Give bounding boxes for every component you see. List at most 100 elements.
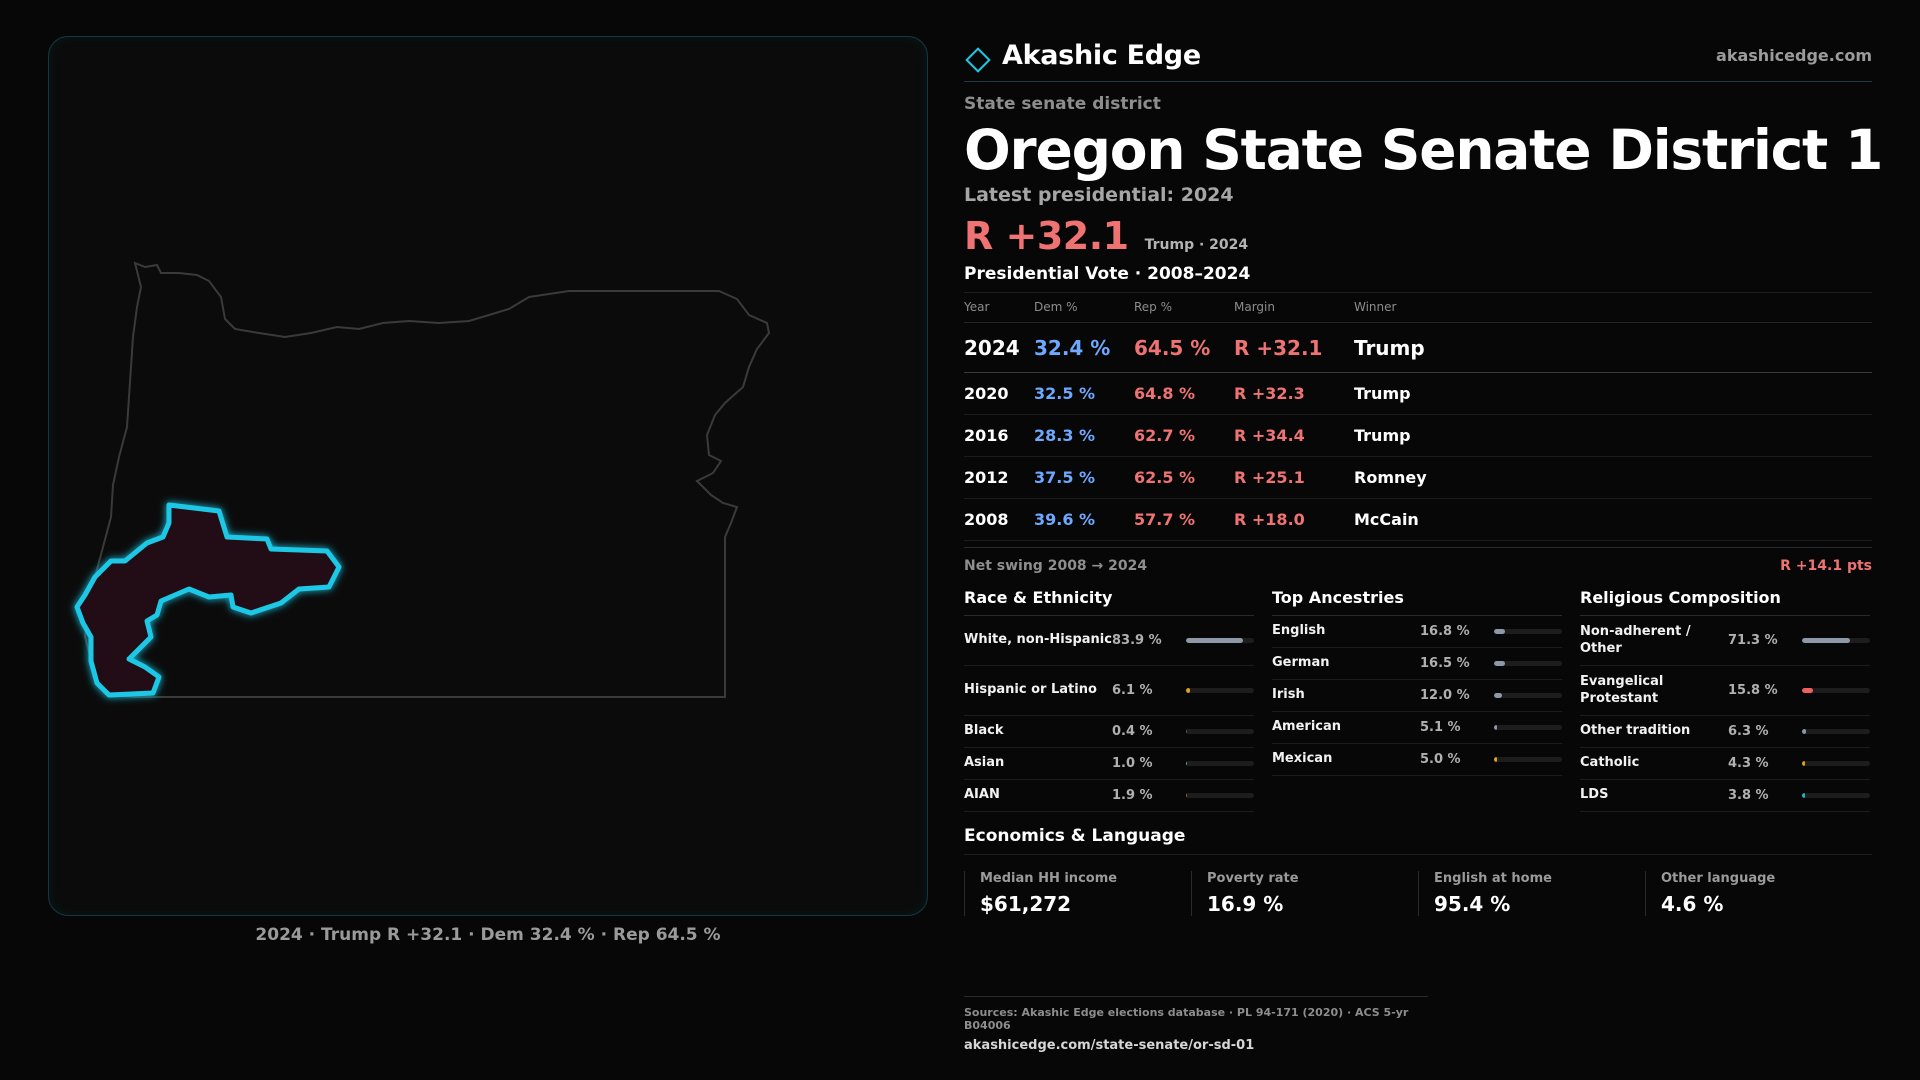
demo-bar-fill	[1186, 793, 1188, 799]
demo-bar-fill	[1494, 661, 1506, 667]
demo-label: AIAN	[964, 787, 1000, 803]
demo-bar-fill	[1186, 638, 1244, 644]
demo-value: 5.1 %	[1420, 720, 1461, 736]
cell-winner: Trump	[1354, 372, 1872, 416]
demo-item: Hispanic or Latino 6.1 %	[964, 666, 1254, 717]
headline-margin: R +32.1 Trump · 2024	[964, 214, 1872, 258]
page-title: Oregon State Senate District 1	[964, 118, 1883, 182]
demo-item: Catholic 4.3 %	[1580, 748, 1870, 781]
demo-item: Black 0.4 %	[964, 716, 1254, 749]
demo-value: 4.3 %	[1728, 756, 1769, 772]
demo-bar	[1494, 725, 1562, 731]
econ-label: Other language	[1661, 871, 1776, 887]
econ-stat: Other language 4.6 %	[1645, 871, 1872, 917]
demo-value: 5.0 %	[1420, 752, 1461, 768]
demo-value: 15.8 %	[1728, 683, 1778, 699]
demo-value: 6.3 %	[1728, 724, 1769, 740]
econ-value: 16.9 %	[1207, 892, 1284, 917]
demo-bar	[1494, 693, 1562, 699]
brand-name: Akashic Edge	[1002, 40, 1201, 71]
demo-item: Other tradition 6.3 %	[1580, 716, 1870, 749]
demo-bar-fill	[1494, 629, 1506, 635]
econ-label: English at home	[1434, 871, 1552, 887]
race-title: Race & Ethnicity	[964, 588, 1254, 617]
demo-label: Black	[964, 723, 1004, 739]
demo-label: Irish	[1272, 687, 1305, 703]
district-map[interactable]	[48, 36, 928, 916]
econ-stat: Poverty rate 16.9 %	[1191, 871, 1418, 917]
net-swing: Net swing 2008 → 2024 R +14.1 pts	[964, 547, 1872, 574]
cell-year: 2016	[964, 414, 1034, 458]
col-margin: Margin	[1234, 292, 1354, 324]
sources-footer: Sources: Akashic Edge elections database…	[964, 996, 1428, 1053]
demo-value: 6.1 %	[1112, 683, 1153, 699]
demo-item: German 16.5 %	[1272, 648, 1562, 681]
demo-value: 0.4 %	[1112, 724, 1153, 740]
demo-bar-fill	[1802, 638, 1851, 644]
cell-year: 2020	[964, 372, 1034, 416]
demo-item: Mexican 5.0 %	[1272, 744, 1562, 777]
demo-label: American	[1272, 719, 1342, 735]
map-svg	[74, 261, 771, 698]
cell-year: 2012	[964, 456, 1034, 500]
religion-title: Religious Composition	[1580, 588, 1870, 617]
demo-bar	[1186, 729, 1254, 735]
brand[interactable]: Akashic Edge	[964, 40, 1201, 73]
cell-year: 2024	[964, 322, 1034, 374]
latest-presidential: Latest presidential: 2024	[964, 183, 1234, 206]
sources-url[interactable]: akashicedge.com/state-senate/or-sd-01	[964, 1038, 1255, 1053]
demo-label: Evangelical Protestant	[1580, 674, 1664, 706]
table-row: 2016 28.3 % 62.7 % R +34.4 Trump	[964, 414, 1872, 458]
economics-title: Economics & Language	[964, 826, 1872, 856]
margin-value: R +32.1	[964, 213, 1129, 258]
demo-item: AIAN 1.9 %	[964, 780, 1254, 813]
econ-label: Poverty rate	[1207, 871, 1299, 887]
econ-stat: English at home 95.4 %	[1418, 871, 1645, 917]
demo-value: 16.8 %	[1420, 624, 1470, 640]
demo-value: 1.0 %	[1112, 756, 1153, 772]
demo-label: Mexican	[1272, 751, 1333, 767]
demo-value: 3.8 %	[1728, 788, 1769, 804]
cell-rep: 64.5 %	[1134, 322, 1234, 374]
demo-value: 16.5 %	[1420, 656, 1470, 672]
col-rep: Rep %	[1134, 292, 1234, 324]
cell-dem: 37.5 %	[1034, 456, 1134, 500]
econ-value: $61,272	[980, 892, 1072, 917]
cell-winner: Trump	[1354, 414, 1872, 458]
col-winner: Winner	[1354, 292, 1872, 324]
table-row: 2012 37.5 % 62.5 % R +25.1 Romney	[964, 456, 1872, 500]
ancestry-section: Top Ancestries English 16.8 % German 16.5 %…	[1272, 588, 1562, 812]
demo-value: 83.9 %	[1112, 633, 1162, 649]
col-dem: Dem %	[1034, 292, 1134, 324]
info-panel: Akashic Edge akashicedge.com State senat…	[964, 36, 1883, 917]
district-type: State senate district	[964, 94, 1161, 114]
district-shape[interactable]	[74, 502, 342, 698]
demo-label: Asian	[964, 755, 1005, 771]
cell-margin: R +25.1	[1234, 456, 1354, 500]
cell-dem: 39.6 %	[1034, 498, 1134, 542]
diamond-logo-icon	[965, 46, 991, 73]
swing-label: Net swing 2008 → 2024	[964, 558, 1148, 575]
demo-bar-fill	[1802, 688, 1813, 694]
cell-rep: 57.7 %	[1134, 498, 1234, 542]
demo-label: White, non-Hispanic	[964, 632, 1112, 648]
cell-margin: R +32.3	[1234, 372, 1354, 416]
demo-bar-fill	[1186, 729, 1188, 735]
cell-rep: 64.8 %	[1134, 372, 1234, 416]
demo-bar-fill	[1494, 757, 1498, 763]
demo-label: Non-adherent / Other	[1580, 624, 1691, 656]
cell-margin: R +32.1	[1234, 322, 1354, 374]
cell-dem: 32.5 %	[1034, 372, 1134, 416]
demo-item: LDS 3.8 %	[1580, 780, 1870, 813]
demo-item: Irish 12.0 %	[1272, 680, 1562, 713]
cell-dem: 28.3 %	[1034, 414, 1134, 458]
demo-label: Other tradition	[1580, 723, 1691, 739]
brand-url[interactable]: akashicedge.com	[1716, 46, 1872, 65]
cell-dem: 32.4 %	[1034, 322, 1134, 374]
cell-rep: 62.5 %	[1134, 456, 1234, 500]
demo-bar	[1494, 757, 1562, 763]
demo-bar	[1186, 688, 1254, 694]
margin-subtitle: Trump · 2024	[1144, 236, 1249, 253]
swing-value: R +14.1 pts	[1780, 558, 1872, 575]
cell-margin: R +18.0	[1234, 498, 1354, 542]
